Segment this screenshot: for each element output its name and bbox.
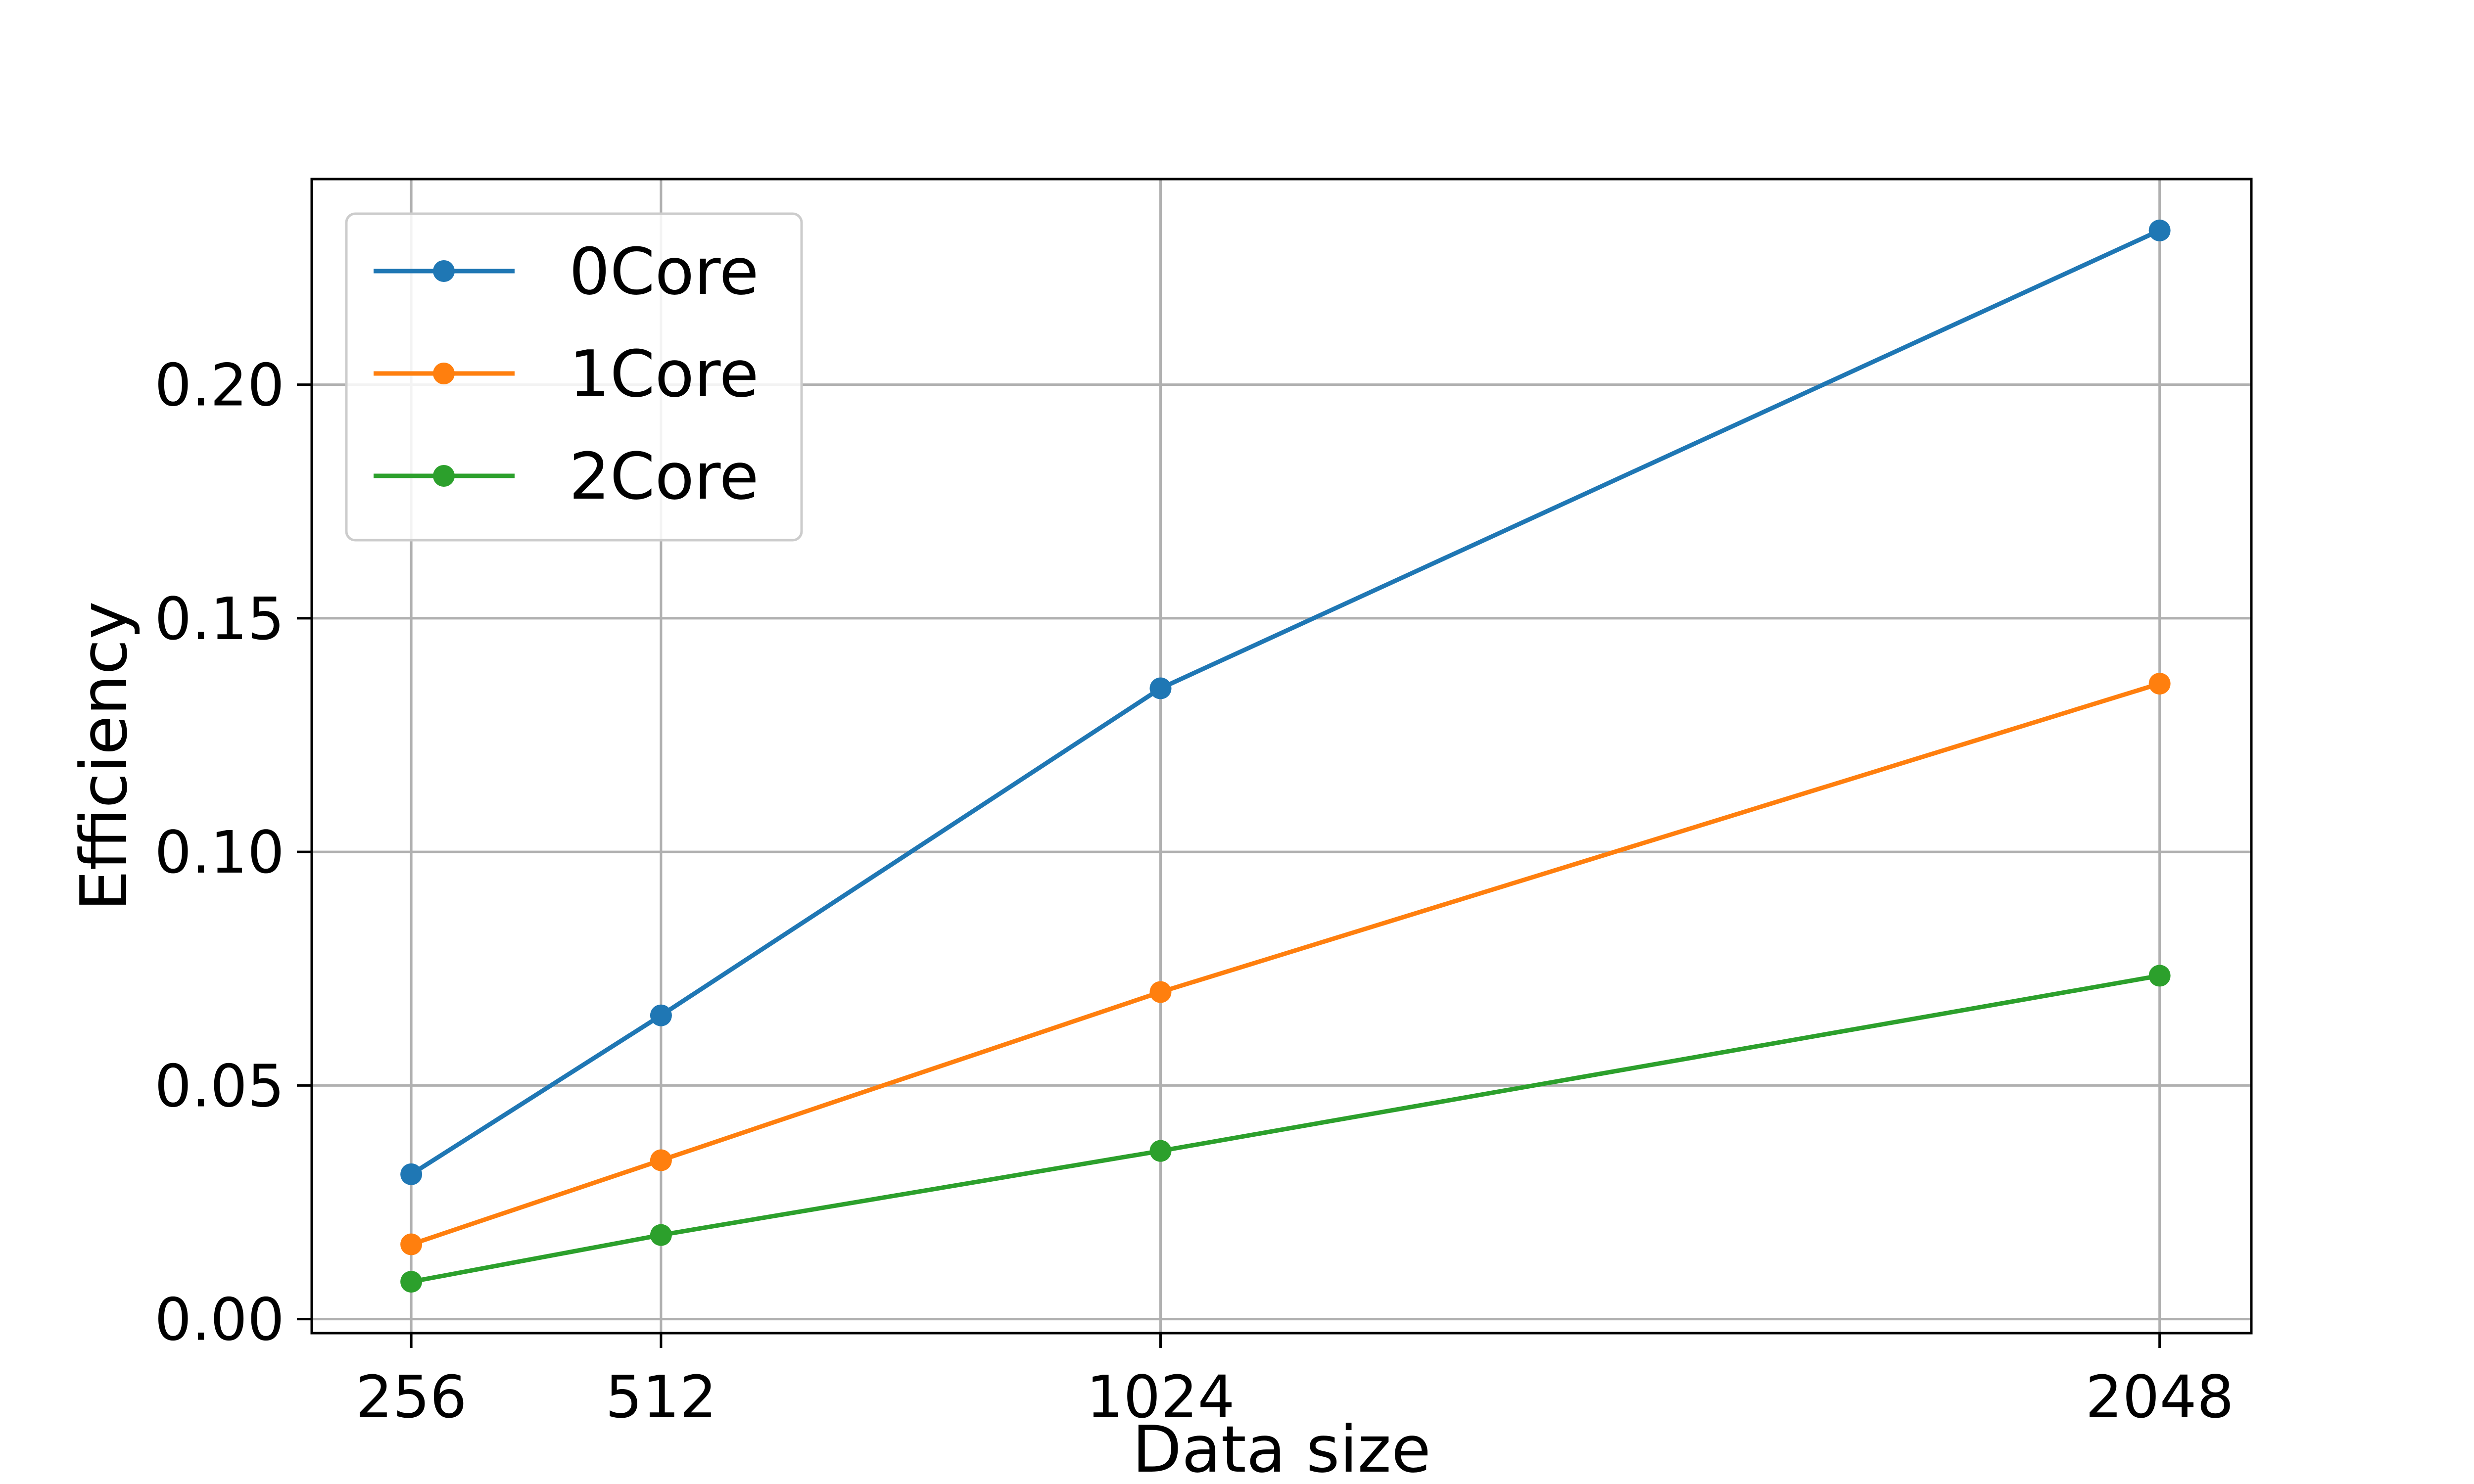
legend-item: 1Core xyxy=(374,336,759,412)
y-tick-label: 0.10 xyxy=(154,818,285,886)
series-line xyxy=(410,228,2161,1176)
data-point xyxy=(400,1233,423,1255)
data-point xyxy=(400,1271,423,1293)
y-axis-ticks: 0.00 0.05 0.10 0.15 0.20 xyxy=(154,351,312,1354)
y-axis-title: Efficiency xyxy=(66,601,142,911)
data-point xyxy=(1149,1140,1172,1162)
legend-marker xyxy=(433,465,455,487)
data-point xyxy=(1149,981,1172,1003)
data-point xyxy=(650,1149,672,1171)
series-2Core xyxy=(400,965,2171,1293)
legend-item: 2Core xyxy=(374,439,759,514)
plot-frame xyxy=(310,178,2253,1335)
legend-label: 2Core xyxy=(569,439,759,514)
legend-marker xyxy=(433,363,455,384)
legend-box xyxy=(345,212,803,542)
data-point xyxy=(2148,965,2171,987)
legend-item: 0Core xyxy=(374,234,759,309)
data-point xyxy=(2148,673,2171,695)
x-tick-label: 512 xyxy=(605,1363,716,1431)
data-point xyxy=(1149,677,1172,699)
legend-label: 0Core xyxy=(569,234,759,309)
y-tick-label: 0.00 xyxy=(154,1286,285,1354)
x-axis-title: Data size xyxy=(1132,1412,1431,1484)
series-layer xyxy=(400,219,2171,1293)
series-line xyxy=(411,973,2160,1284)
y-tick-label: 0.05 xyxy=(154,1052,285,1120)
data-point xyxy=(650,1004,672,1026)
y-tick-label: 0.20 xyxy=(154,351,285,419)
legend: 0Core 1Core 2Core xyxy=(345,212,803,542)
series-line xyxy=(410,681,2160,1247)
x-tick-label: 1024 xyxy=(1086,1363,1235,1431)
x-axis-ticks: 256 512 1024 2048 xyxy=(356,1333,2234,1431)
data-point xyxy=(2148,219,2171,241)
series-0Core xyxy=(400,219,2171,1185)
data-point xyxy=(400,1163,423,1185)
x-tick-label: 2048 xyxy=(2085,1363,2234,1431)
x-tick-label: 256 xyxy=(356,1363,467,1431)
series-1Core xyxy=(400,673,2171,1255)
legend-marker xyxy=(433,260,455,282)
y-tick-label: 0.15 xyxy=(154,585,285,653)
legend-label: 1Core xyxy=(569,336,759,412)
data-point xyxy=(650,1224,672,1246)
